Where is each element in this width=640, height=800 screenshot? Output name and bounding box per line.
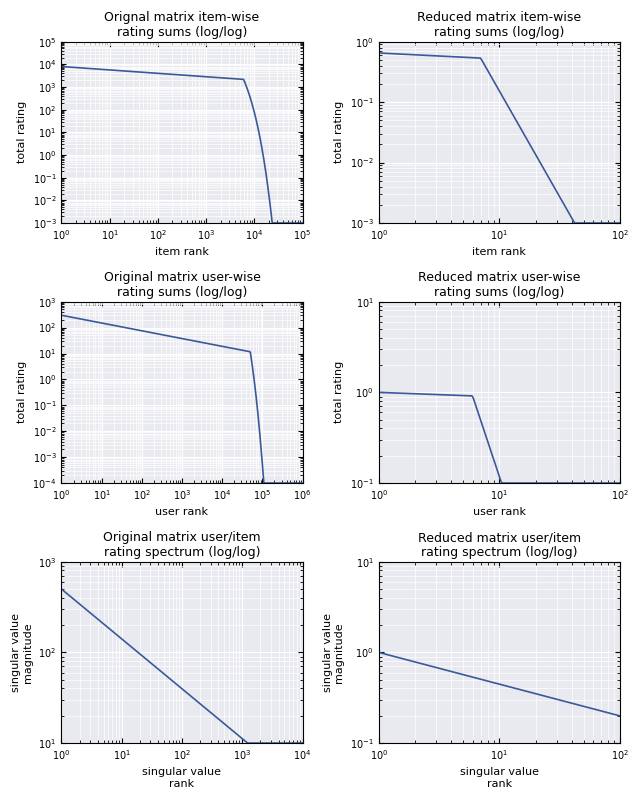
Title: Original matrix user-wise
rating sums (log/log): Original matrix user-wise rating sums (l… [104,271,260,299]
Title: Orignal matrix item-wise
rating sums (log/log): Orignal matrix item-wise rating sums (lo… [104,11,260,39]
Y-axis label: total rating: total rating [334,102,344,163]
Title: Reduced matrix user/item
rating spectrum (log/log): Reduced matrix user/item rating spectrum… [418,531,581,559]
Y-axis label: total rating: total rating [17,362,27,423]
X-axis label: singular value
rank: singular value rank [460,767,539,789]
X-axis label: item rank: item rank [472,247,526,258]
Y-axis label: singular value
magnitude: singular value magnitude [323,613,344,692]
Y-axis label: total rating: total rating [335,362,344,423]
X-axis label: user rank: user rank [473,507,526,518]
Title: Reduced matrix user-wise
rating sums (log/log): Reduced matrix user-wise rating sums (lo… [418,271,580,299]
Y-axis label: singular value
magnitude: singular value magnitude [11,613,33,692]
Title: Reduced matrix item-wise
rating sums (log/log): Reduced matrix item-wise rating sums (lo… [417,11,581,39]
X-axis label: singular value
rank: singular value rank [143,767,221,789]
X-axis label: item rank: item rank [155,247,209,258]
X-axis label: user rank: user rank [156,507,209,518]
Y-axis label: total rating: total rating [17,102,27,163]
Title: Original matrix user/item
rating spectrum (log/log): Original matrix user/item rating spectru… [103,531,260,559]
